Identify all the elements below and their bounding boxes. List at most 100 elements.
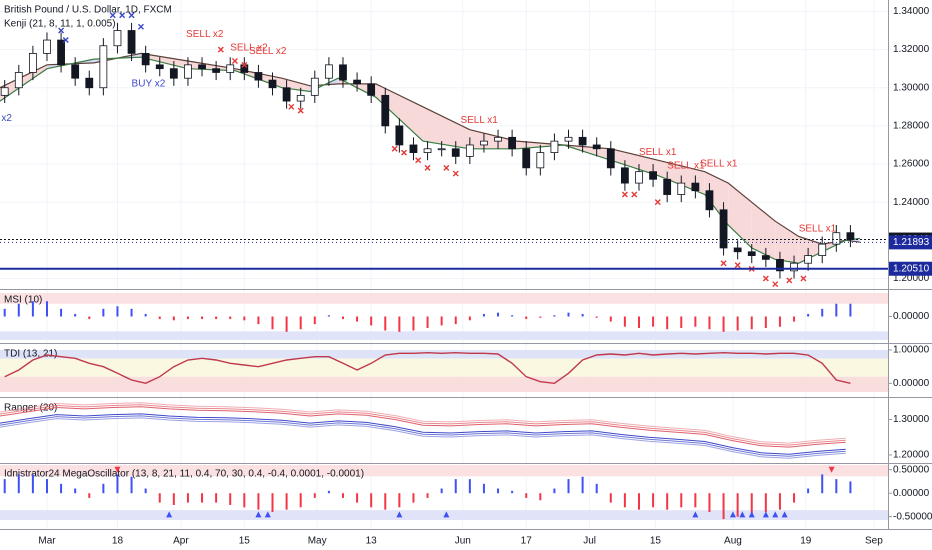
histogram-bar [637,493,640,510]
histogram-bar [722,493,725,520]
signal-cross [772,281,779,288]
histogram-bar [398,316,401,332]
candle-body [367,83,376,96]
histogram-bar [497,488,500,494]
histogram-bar [299,316,302,330]
signal-triangle [828,466,835,473]
histogram-bar [243,316,246,321]
x-tick-label: Mar [38,536,56,547]
candle-body [310,77,319,96]
histogram-bar [215,316,218,320]
x-tick-label: Jun [455,536,471,547]
price-label: 1.20510 [893,263,930,274]
candle-body [381,94,390,127]
candle-body [71,64,80,79]
zone [0,350,888,359]
histogram-bar [88,493,91,498]
histogram-bar [849,303,852,317]
histogram-bar [356,493,359,503]
x-tick-label: Aug [724,536,742,547]
candle-body [282,87,291,102]
histogram-bar [581,313,584,317]
candle-body [663,178,672,195]
y-tick-label: 1.00000 [893,345,930,356]
histogram-bar [793,316,796,322]
panel-title: MSI (10) [4,295,42,306]
signal-cross [720,260,727,267]
candle-body [423,148,432,153]
histogram-bar [539,316,542,318]
signal-triangle [443,511,450,518]
panel-title: Idnistrator24 MegaOscillator (13, 8, 21,… [4,469,364,480]
histogram-bar [426,316,429,328]
histogram-bar [412,316,415,331]
histogram-bar [680,493,683,508]
x-tick-label: 17 [521,536,533,547]
candle-body [296,94,305,102]
signal-cross [800,275,807,282]
histogram-bar [370,493,373,508]
histogram-bar [356,316,359,322]
histogram-bar [497,312,500,317]
candle-body [606,148,615,169]
signal-cross [241,61,248,68]
candle-body [141,53,150,66]
histogram-bar [45,301,48,317]
histogram-bar [257,493,260,510]
histogram-bar [257,316,260,325]
candle-body [226,64,235,73]
signal-cross [58,27,65,34]
histogram-bar [764,316,767,328]
candle-body [522,148,531,169]
x-tick-label: Apr [173,536,189,547]
band-fill [0,64,47,102]
candle-body [14,72,23,89]
histogram-bar [609,493,612,503]
histogram-bar [793,493,796,503]
histogram-bar [370,316,373,326]
y-tick-label: 1.20000 [893,450,930,461]
zone [0,376,888,392]
histogram-bar [116,306,119,317]
histogram-bar [17,303,20,317]
candle-body [620,167,629,184]
histogram-bar [412,493,415,503]
histogram-bar [74,488,77,494]
candle-body [155,64,164,70]
candle-body [85,77,94,89]
candle-body [465,144,474,157]
signal-cross [654,199,661,206]
signal-cross [297,107,304,114]
signal-label: BUY x2 [132,79,166,90]
signal-triangle [762,511,769,518]
histogram-bar [285,493,288,510]
histogram-bar [172,493,175,505]
signal-cross [424,164,431,171]
histogram-bar [116,474,119,494]
candle-body [254,72,263,81]
signal-label: SELL x1 [700,159,738,170]
histogram-bar [158,316,161,320]
signal-cross [443,164,450,171]
signal-triangle [729,511,736,518]
histogram-bar [511,490,514,494]
histogram-bar [341,493,344,498]
histogram-bar [736,316,739,331]
histogram-bar [130,308,133,317]
histogram-bar [384,316,387,331]
histogram-bar [708,316,711,330]
candle-body [57,39,65,66]
signal-cross [452,170,459,177]
histogram-bar [17,474,20,494]
candle-body [832,232,841,245]
histogram-bar [708,493,711,513]
signal-label: SELL x2 [249,46,287,57]
y-tick-label: 1.30000 [893,82,930,93]
signal-triangle [692,511,699,518]
signal-cross [119,12,126,19]
y-tick-label: 0.00000 [893,378,930,389]
signal-cross [762,275,769,282]
candle-body [395,125,404,146]
histogram-bar [426,493,429,498]
